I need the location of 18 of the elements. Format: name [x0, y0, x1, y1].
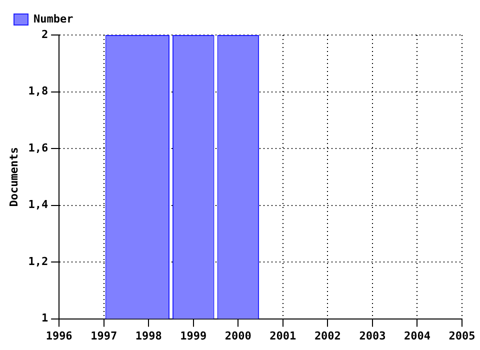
x-tick-label: 1996: [46, 329, 73, 342]
x-tick-label: 1998: [135, 329, 162, 342]
y-axis-title: Documents: [7, 147, 20, 207]
x-tick-label: 2005: [448, 329, 476, 342]
x-tick-label: 1997: [90, 329, 118, 342]
x-tick-label: 2004: [404, 329, 431, 342]
x-tick-label: 2003: [359, 329, 386, 342]
legend-label: Number: [34, 12, 74, 26]
y-tick-label: 1,2: [28, 254, 48, 268]
x-tick-label: 2000: [224, 329, 252, 342]
y-tick-label: 1,8: [28, 84, 48, 98]
x-tick-label: 2002: [314, 329, 341, 342]
x-tick-label: 2001: [270, 329, 297, 342]
y-tick-label: 2: [41, 28, 48, 41]
y-tick-label: 1: [41, 312, 48, 325]
y-tick-label: 1,4: [28, 198, 48, 212]
x-tick-label: 1999: [180, 329, 207, 342]
y-tick-label: 1,6: [28, 141, 48, 154]
